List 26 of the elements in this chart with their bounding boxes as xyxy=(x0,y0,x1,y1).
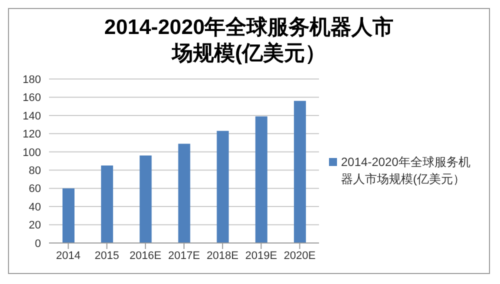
chart-title: 2014-2020年全球服务机器人市场规模(亿美元） xyxy=(103,15,395,67)
y-tick-label: 160 xyxy=(22,92,41,104)
y-tick-label: 100 xyxy=(22,146,41,159)
y-tick-label: 180 xyxy=(22,74,41,86)
legend-label: 2014-2020年全球服务机器人市场规模(亿美元） xyxy=(341,154,472,188)
x-tick-label: 2015 xyxy=(94,250,120,262)
x-tick-label: 2020E xyxy=(284,250,316,262)
bar xyxy=(216,130,229,243)
y-tick-label: 0 xyxy=(34,238,41,250)
bar xyxy=(140,156,152,243)
y-tick-label: 20 xyxy=(28,220,41,232)
bar xyxy=(294,100,306,243)
x-tick-label: 2017E xyxy=(168,250,200,262)
y-tick-label: 120 xyxy=(22,128,41,141)
y-tick-label: 40 xyxy=(28,201,41,214)
x-tick-label: 2018E xyxy=(206,250,238,262)
bar xyxy=(62,188,74,243)
x-tick-label: 2016E xyxy=(130,250,162,262)
bar xyxy=(255,116,268,243)
y-tick-label: 80 xyxy=(28,165,41,178)
bar xyxy=(178,144,190,243)
y-tick-label: 140 xyxy=(22,110,41,122)
bar xyxy=(101,166,114,243)
x-tick-label: 2014 xyxy=(56,250,81,262)
y-tick-label: 60 xyxy=(28,183,41,196)
x-tick-label: 2019E xyxy=(245,250,278,262)
